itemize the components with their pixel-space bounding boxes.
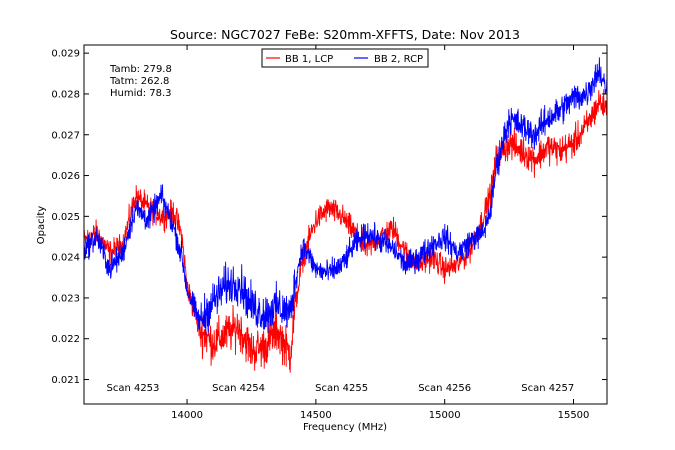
y-tick-label: 0.025 [51,212,80,223]
weather-tatm: Tatm: 262.8 [109,76,169,87]
x-tick-label: 14500 [300,410,332,421]
x-axis-label: Frequency (MHz) [303,422,387,433]
weather-tamb: Tamb: 279.8 [109,64,172,75]
series-line-rcp [84,57,607,336]
scan-labels: Scan 4253 Scan 4254 Scan 4255 Scan 4256 Scan… [106,383,574,394]
scan-label: Scan 4255 [315,383,368,394]
plot-frame [83,44,608,405]
y-tick-label: 0.029 [51,49,80,60]
legend: BB 1, LCP BB 2, RCP [261,48,429,68]
y-tick-label: 0.022 [51,334,80,345]
y-axis: 0.021 0.022 0.023 0.024 0.025 0.026 0.027 0.028… [51,49,607,386]
x-tick-label: 15500 [558,410,590,421]
scan-label: Scan 4253 [106,383,159,394]
weather-humid: Humid: 78.3 [110,88,172,99]
y-tick-label: 0.026 [51,171,80,182]
scan-label: Scan 4254 [212,383,265,394]
y-axis-label: Opacity [36,206,47,245]
series-layer [84,57,607,373]
series-line-lcp [84,89,607,373]
x-axis: 14000 14500 15000 15500 [171,45,589,421]
x-tick-label: 15000 [429,410,461,421]
y-tick-label: 0.024 [51,253,80,264]
y-tick-label: 0.027 [51,130,80,141]
scan-label: Scan 4256 [418,383,471,394]
x-tick-label: 14000 [171,410,203,421]
y-tick-label: 0.021 [51,375,80,386]
chart-title: Source: NGC7027 FeBe: S20mm-XFFTS, Date:… [170,27,520,42]
y-tick-label: 0.023 [51,293,80,304]
scan-label: Scan 4257 [521,383,574,394]
legend-label-rcp: BB 2, RCP [374,54,423,65]
y-tick-label: 0.028 [51,89,80,100]
legend-box [261,48,429,68]
weather-annotation: Tamb: 279.8 Tatm: 262.8 Humid: 78.3 [109,64,172,99]
legend-label-lcp: BB 1, LCP [285,54,333,65]
